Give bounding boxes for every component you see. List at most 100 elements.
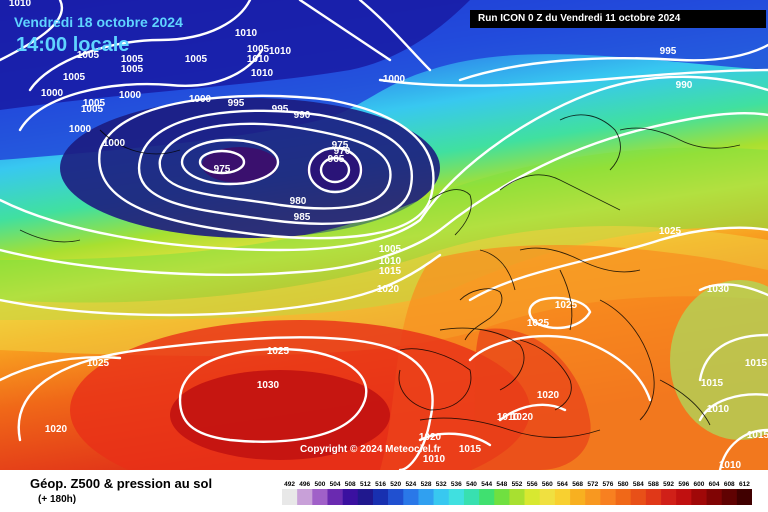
scale-tick-label: 504 (330, 481, 341, 488)
color-scale: 492 496 500 504 508 512 516 520 524 528 532 536 540 5… (282, 481, 752, 505)
scale-tick-label: 496 (299, 481, 310, 488)
pressure-label: 980 (290, 196, 307, 207)
scale-swatch (342, 489, 359, 505)
scale-swatch (433, 489, 450, 505)
scale-swatch (661, 489, 677, 505)
pressure-label: 990 (294, 110, 311, 121)
scale-tick-label: 532 (436, 481, 447, 488)
scale-swatch (736, 489, 752, 505)
pressure-label: 1010 (247, 54, 270, 65)
pressure-label: 1005 (81, 104, 104, 115)
scale-tick-label: 548 (496, 481, 507, 488)
pressure-label: 975 (332, 140, 349, 151)
pressure-label: 965 (328, 154, 345, 165)
scale-tick-label: 552 (512, 481, 523, 488)
scale-swatch (282, 489, 298, 505)
pressure-label: 1010 (269, 46, 292, 57)
scale-tick-label: 564 (557, 481, 568, 488)
pressure-label: 1010 (719, 460, 742, 470)
forecast-time: 14:00 locale (16, 34, 130, 56)
scale-tick-label: 492 (284, 481, 295, 488)
scale-swatch (706, 489, 722, 505)
pressure-label: 985 (294, 212, 311, 223)
scale-swatch (615, 489, 632, 505)
scale-tick-label: 600 (694, 481, 705, 488)
pressure-label: 995 (272, 104, 289, 115)
pressure-label: 1025 (659, 226, 682, 237)
scale-swatch (357, 489, 374, 505)
pressure-label: 1025 (527, 318, 550, 329)
scale-swatch (600, 489, 616, 505)
legend-subtitle: (+ 180h) (38, 494, 77, 505)
scale-swatch (372, 489, 389, 505)
pressure-label: 1005 (379, 244, 402, 255)
pressure-label: 1015 (745, 358, 768, 369)
pressure-label: 1015 (459, 444, 482, 455)
scale-tick-label: 544 (481, 481, 492, 488)
scale-tick-label: 508 (345, 481, 356, 488)
pressure-label: 1010 (497, 412, 520, 423)
scale-tick-label: 584 (633, 481, 644, 488)
pressure-label: 1010 (707, 404, 730, 415)
pressure-label: 1005 (247, 44, 270, 55)
scale-swatch (691, 489, 707, 505)
scale-tick-label: 596 (678, 481, 689, 488)
pressure-label: 975 (214, 164, 231, 175)
pressure-label: 1025 (267, 346, 290, 357)
pressure-label: 1000 (103, 138, 126, 149)
pressure-label: 1030 (257, 380, 280, 391)
pressure-label: 1010 (379, 256, 402, 267)
pressure-label: 1005 (185, 54, 208, 65)
scale-swatch (509, 489, 525, 505)
forecast-date: Vendredi 18 octobre 2024 (14, 14, 183, 30)
pressure-label: 1005 (121, 64, 144, 75)
pressure-label: 1015 (747, 430, 768, 441)
scale-swatch (312, 489, 328, 505)
pressure-label: 1000 (41, 88, 64, 99)
scale-swatch (463, 489, 480, 505)
scale-swatch (297, 489, 313, 505)
pressure-label: 1000 (189, 94, 212, 105)
scale-tick-label: 536 (451, 481, 462, 488)
pressure-label: 1005 (83, 98, 106, 109)
legend-title: Géop. Z500 & pression au sol (30, 476, 213, 491)
scale-tick-label: 588 (648, 481, 659, 488)
scale-tick-label: 540 (466, 481, 477, 488)
scale-swatch (388, 489, 404, 505)
scale-tick-label: 516 (375, 481, 386, 488)
scale-swatch (448, 489, 465, 505)
scale-swatch (539, 489, 556, 505)
pressure-label: 1025 (87, 358, 110, 369)
scale-swatch (645, 489, 662, 505)
pressure-label: 995 (660, 46, 677, 57)
scale-tick-label: 604 (709, 481, 720, 488)
pressure-label: 990 (676, 80, 693, 91)
scale-tick-label: 524 (405, 481, 416, 488)
pressure-label: 1010 (235, 28, 258, 39)
scale-tick-label: 528 (421, 481, 432, 488)
scale-tick-label: 568 (572, 481, 583, 488)
pressure-label: 1010 (9, 0, 32, 9)
scale-tick-label: 500 (314, 481, 325, 488)
scale-tick-label: 556 (527, 481, 538, 488)
scale-swatch (418, 489, 434, 505)
scale-swatch (554, 489, 571, 505)
scale-swatch (585, 489, 601, 505)
run-info: Run ICON 0 Z du Vendredi 11 octobre 2024 (470, 10, 766, 28)
scale-tick-label: 572 (587, 481, 598, 488)
scale-tick-label: 608 (724, 481, 735, 488)
scale-tick-label: 576 (603, 481, 614, 488)
scale-tick-label: 592 (663, 481, 674, 488)
pressure-label: 1015 (701, 378, 724, 389)
scale-tick-label: 560 (542, 481, 553, 488)
pressure-label: 1000 (119, 90, 142, 101)
pressure-label: 1020 (377, 284, 400, 295)
scale-tick-label: 580 (618, 481, 629, 488)
scale-tick-label: 512 (360, 481, 371, 488)
scale-swatch (630, 489, 647, 505)
scale-swatch (479, 489, 495, 505)
pressure-label: 1010 (251, 68, 274, 79)
pressure-label: 1020 (419, 432, 442, 443)
scale-swatch (676, 489, 692, 505)
